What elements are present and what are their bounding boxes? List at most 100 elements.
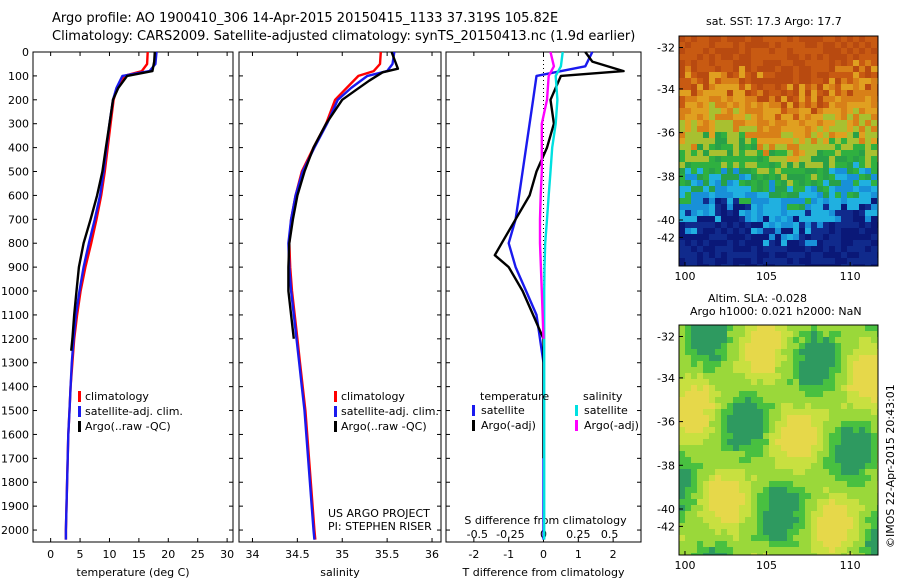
map-cell [865, 54, 871, 60]
legend-swatch [575, 420, 578, 431]
map-cell [847, 529, 853, 535]
map-cell [793, 421, 799, 427]
map-cell [769, 463, 775, 469]
map-cell [721, 234, 727, 240]
map-cell [769, 78, 775, 84]
map-cell [859, 252, 865, 258]
x-tick-label: 36 [425, 548, 439, 561]
map-cell [757, 42, 763, 48]
map-cell [811, 421, 817, 427]
map-cell [817, 529, 823, 535]
map-cell [733, 174, 739, 180]
map-cell [721, 541, 727, 547]
map-cell [679, 144, 685, 150]
map-cell [871, 433, 877, 439]
map-cell [829, 72, 835, 78]
map-cell [727, 222, 733, 228]
map-cell [811, 246, 817, 252]
map-cell [823, 180, 829, 186]
map-cell [733, 415, 739, 421]
map-cell [727, 469, 733, 475]
map-cell [703, 144, 709, 150]
map-cell [781, 523, 787, 529]
map-cell [685, 114, 691, 120]
map-cell [865, 385, 871, 391]
map-cell [685, 174, 691, 180]
map-cell [691, 373, 697, 379]
map-cell [685, 373, 691, 379]
map-cell [733, 433, 739, 439]
map-cell [811, 66, 817, 72]
map-cell [811, 192, 817, 198]
map-cell [769, 48, 775, 54]
map-cell [763, 264, 769, 266]
map-cell [679, 547, 685, 553]
map-cell [733, 541, 739, 547]
map-cell [739, 180, 745, 186]
map-cell [715, 120, 721, 126]
map-cell [709, 132, 715, 138]
map-cell [835, 541, 841, 547]
map-cell [709, 204, 715, 210]
map-cell [793, 258, 799, 264]
map-cell [691, 445, 697, 451]
map-cell [721, 523, 727, 529]
map-cell [787, 198, 793, 204]
map-cell [859, 547, 865, 553]
map-cell [733, 102, 739, 108]
map-cell [757, 246, 763, 252]
map-cell [793, 168, 799, 174]
map-cell [823, 228, 829, 234]
map-cell [691, 439, 697, 445]
x-tick-label: 30 [220, 548, 234, 561]
map-cell [823, 264, 829, 266]
map-cell [859, 48, 865, 54]
map-cell [781, 264, 787, 266]
map-cell [715, 162, 721, 168]
map-cell [685, 361, 691, 367]
map-cell [697, 204, 703, 210]
map-cell [715, 367, 721, 373]
map-cell [703, 349, 709, 355]
map-cell [727, 60, 733, 66]
map-cell [847, 493, 853, 499]
map-cell [781, 499, 787, 505]
map-cell [805, 415, 811, 421]
map-cell [871, 445, 877, 451]
map-cell [727, 90, 733, 96]
map-cell [859, 168, 865, 174]
map-cell [847, 481, 853, 487]
map-cell [703, 66, 709, 72]
map-cell [793, 174, 799, 180]
map-cell [691, 343, 697, 349]
map-cell [691, 385, 697, 391]
map-cell [811, 553, 817, 555]
map-cell [757, 541, 763, 547]
map-cell [769, 337, 775, 343]
map-cell [757, 331, 763, 337]
map-cell [751, 457, 757, 463]
map-cell [781, 367, 787, 373]
map-cell [685, 198, 691, 204]
map-cell [751, 529, 757, 535]
map-cell [739, 487, 745, 493]
map-cell [793, 439, 799, 445]
map-cell [721, 84, 727, 90]
map-cell [871, 156, 877, 162]
map-cell [733, 108, 739, 114]
map-cell [757, 90, 763, 96]
map-cell [679, 445, 685, 451]
map-cell [781, 180, 787, 186]
map-cell [691, 186, 697, 192]
map-cell [703, 391, 709, 397]
map-cell [781, 331, 787, 337]
map-cell [841, 463, 847, 469]
map-cell [727, 337, 733, 343]
map-cell [781, 210, 787, 216]
map-cell [829, 96, 835, 102]
map-cell [793, 433, 799, 439]
map-cell [703, 523, 709, 529]
map-cell [721, 246, 727, 252]
map-cell [685, 367, 691, 373]
map-cell [763, 385, 769, 391]
